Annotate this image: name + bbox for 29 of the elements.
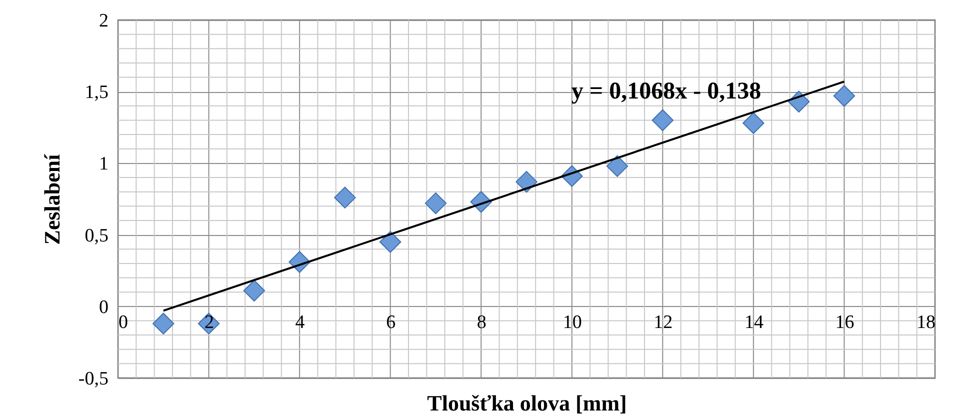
point — [833, 85, 856, 107]
y-tick-label: 1 — [99, 154, 108, 175]
x-axis-title: Tloušťka olova [mm] — [427, 390, 627, 416]
y-tick-label: 0,5 — [84, 225, 108, 246]
y-tick-label: 1,5 — [84, 82, 108, 104]
x-tick-label: 12 — [654, 312, 673, 333]
point — [742, 112, 764, 134]
point — [334, 186, 356, 208]
point — [424, 192, 447, 214]
point — [243, 280, 266, 302]
x-tick-label: 4 — [295, 312, 306, 333]
x-tick-label: 10 — [562, 312, 582, 333]
point — [516, 170, 538, 193]
point — [379, 231, 402, 253]
y-tick-label: -0,5 — [78, 368, 108, 390]
y-tick-label: 0 — [99, 296, 108, 318]
x-tick-label: 0 — [118, 312, 128, 333]
y-tick-label: 2 — [99, 10, 108, 32]
x-tick-label: 14 — [744, 312, 764, 333]
x-tick-label: 6 — [386, 312, 396, 333]
point — [152, 312, 174, 334]
annotation: y = 0,1068x - 0,138 — [571, 78, 762, 105]
x-tick-label: 16 — [835, 312, 854, 333]
x-tick-label: 8 — [476, 312, 486, 333]
x-tick-label: 2 — [204, 312, 214, 333]
point — [606, 155, 628, 177]
x-tick-label: 18 — [916, 312, 936, 333]
y-axis-title: Zeslabení — [39, 153, 64, 245]
point — [652, 109, 674, 132]
